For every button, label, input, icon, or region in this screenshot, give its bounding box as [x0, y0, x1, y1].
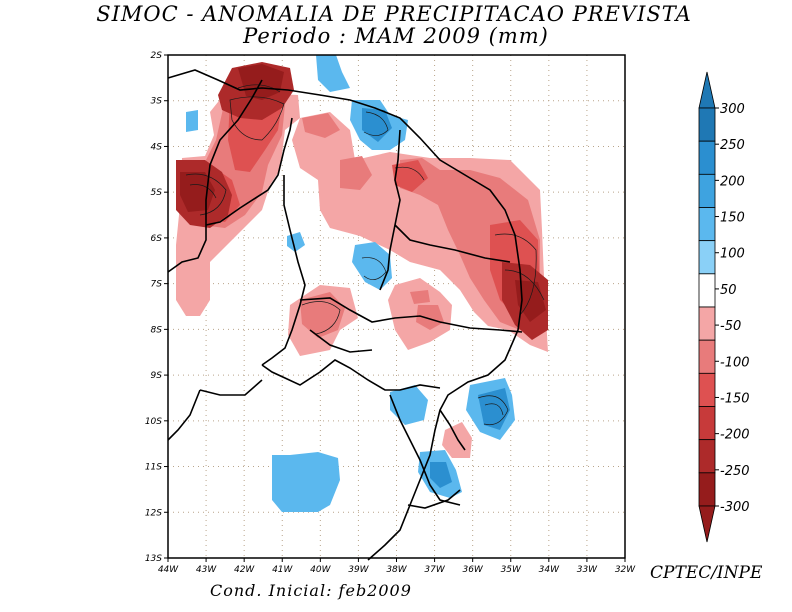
lon-label: 38W — [386, 565, 407, 575]
lat-label: 2S — [151, 51, 163, 61]
colorbar-label: 50 — [720, 283, 737, 298]
credit-label: CPTEC/INPE — [650, 563, 763, 583]
colorbar-cell — [698, 273, 716, 308]
state-boundaries — [167, 69, 523, 561]
colorbar-cell — [698, 240, 716, 275]
colorbar-cell — [698, 306, 716, 341]
colorbar-cell — [698, 107, 716, 142]
colorbar-label: 300 — [720, 102, 745, 117]
map-subtitle: Periodo : MAM 2009 (mm) — [243, 24, 549, 48]
anomaly-fields — [176, 55, 548, 512]
lat-label: 12S — [145, 508, 162, 518]
lon-label: 44W — [158, 565, 179, 575]
lat-label: 10S — [145, 417, 162, 427]
lon-label: 36W — [462, 565, 483, 575]
lat-label: 6S — [151, 234, 163, 244]
colorbar-label: 250 — [720, 138, 745, 153]
latitude-labels: 2S 3S 4S 5S 6S 7S 8S 9S 10S 11S 12S 13S — [145, 51, 162, 564]
lon-label: 33W — [577, 565, 598, 575]
colorbar-cell — [698, 372, 716, 407]
lat-label: 8S — [151, 325, 163, 335]
colorbar-cell — [698, 472, 716, 507]
colorbar-label: -250 — [720, 464, 750, 479]
colorbar-label: -300 — [720, 500, 750, 515]
lon-label: 32W — [615, 565, 636, 575]
lat-label: 4S — [151, 142, 163, 152]
lon-label: 39W — [348, 565, 369, 575]
lon-label: 40W — [310, 565, 331, 575]
longitude-labels: 44W 43W 42W 41W 40W 39W 38W 37W 36W 35W 34W 33W 32W — [158, 565, 636, 575]
lon-label: 35W — [501, 565, 522, 575]
contour-lines — [185, 84, 545, 426]
lon-label: 37W — [424, 565, 445, 575]
colorbar-cell — [698, 173, 716, 208]
colorbar-label: -150 — [720, 391, 750, 406]
map-title: SIMOC - ANOMALIA DE PRECIPITACAO PREVIST… — [96, 2, 692, 26]
grid-lines — [168, 55, 625, 558]
lon-label: 41W — [272, 565, 293, 575]
colorbar-cell — [698, 406, 716, 441]
lat-label: 11S — [145, 463, 162, 473]
colorbar-label: -200 — [720, 428, 750, 443]
colorbar-label: -50 — [720, 319, 741, 334]
colorbar-top-arrow — [698, 71, 716, 109]
initial-condition-label: Cond. Inicial: feb2009 — [210, 581, 412, 600]
colorbar-label: -100 — [720, 355, 750, 370]
lat-label: 13S — [145, 554, 162, 564]
lon-label: 34W — [539, 565, 560, 575]
colorbar-label: 150 — [720, 211, 745, 226]
colorbar-cell — [698, 207, 716, 242]
colorbar: 300 250 200 150 100 50 -50 -100 -150 -200 -250 -300 — [698, 71, 750, 543]
lon-label: 43W — [196, 565, 217, 575]
colorbar-label: 100 — [720, 247, 745, 262]
axis-ticks — [164, 54, 626, 562]
lat-label: 3S — [151, 97, 163, 107]
colorbar-cell — [698, 339, 716, 374]
colorbar-label: 200 — [720, 174, 745, 189]
lon-label: 42W — [234, 565, 255, 575]
colorbar-cell — [698, 140, 716, 175]
lat-label: 5S — [151, 188, 163, 198]
colorbar-cell — [698, 439, 716, 474]
lat-label: 9S — [151, 371, 163, 381]
colorbar-bottom-arrow — [698, 505, 716, 543]
lat-label: 7S — [151, 280, 163, 290]
